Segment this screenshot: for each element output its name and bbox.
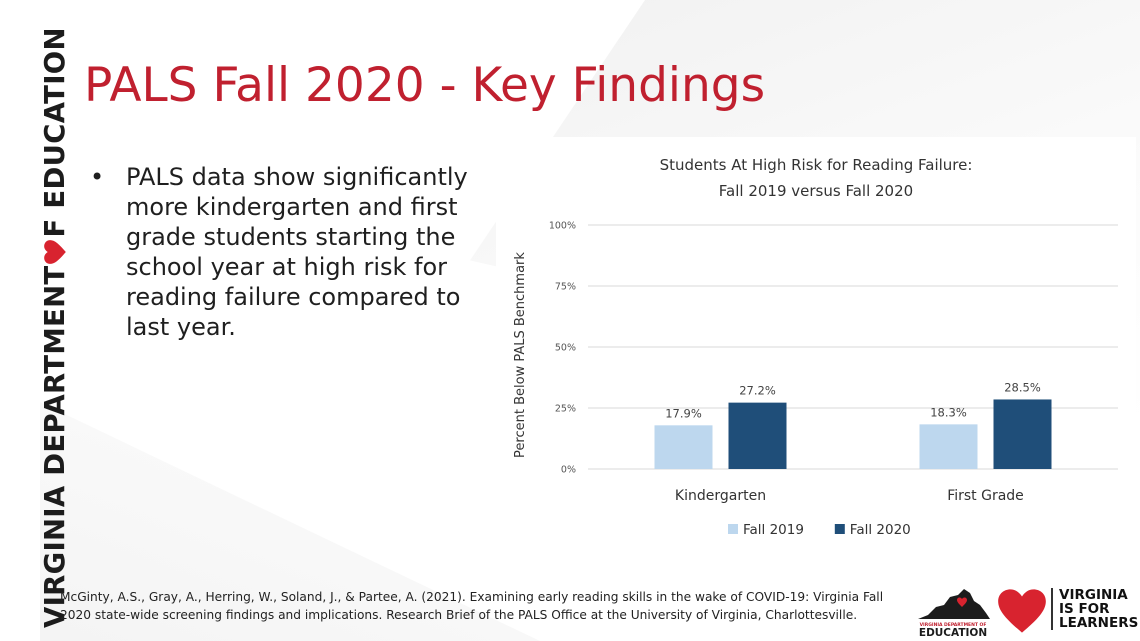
vfl-line: LEARNERS [1059, 615, 1139, 631]
y-tick-label: 0% [561, 465, 576, 476]
y-axis-label: Percent Below PALS Benchmark [513, 252, 528, 458]
chart-panel: Students At High Risk for Reading Failur… [496, 137, 1136, 562]
virginia-map-icon [918, 589, 990, 619]
y-tick-label: 100% [549, 221, 576, 232]
vfl-line: VIRGINIA [1059, 587, 1128, 603]
vdoe-vertical-logo: VIRGINIA DEPARTMENT F EDUCATION [0, 0, 71, 641]
heart-icon [957, 597, 967, 607]
slide-title: PALS Fall 2020 - Key Findings [84, 58, 766, 113]
bar [728, 402, 787, 469]
heart-icon [44, 239, 66, 264]
bar [919, 424, 978, 469]
citation: McGinty, A.S., Gray, A., Herring, W., So… [60, 588, 940, 624]
bar-chart: Students At High Risk for Reading Failur… [513, 156, 1118, 538]
vertical-logo-text: VIRGINIA DEPARTMENT [39, 265, 71, 628]
chart-subtitle: Fall 2019 versus Fall 2020 [719, 182, 913, 200]
bullet-marker: • [90, 163, 105, 191]
vertical-logo-text: F EDUCATION [39, 27, 71, 238]
vdoe-logo-small-text: VIRGINIA DEPARTMENT OF [920, 622, 987, 628]
vdoe-logo-text: EDUCATION [919, 627, 987, 639]
x-tick-label: Kindergarten [675, 488, 766, 504]
y-tick-label: 25% [555, 404, 576, 415]
legend-label: Fall 2019 [743, 522, 804, 538]
legend-label: Fall 2020 [850, 522, 911, 538]
bullet-list: • PALS data show significantly more kind… [86, 162, 486, 342]
x-tick-label: First Grade [947, 488, 1024, 504]
heart-icon [998, 589, 1046, 633]
legend-swatch [834, 524, 845, 534]
y-tick-label: 75% [555, 282, 576, 293]
citation-line: McGinty, A.S., Gray, A., Herring, W., So… [60, 590, 884, 604]
chart-title: Students At High Risk for Reading Failur… [660, 156, 973, 174]
vdoe-logo: VIRGINIA DEPARTMENT OF EDUCATION [918, 589, 990, 639]
data-label: 17.9% [665, 406, 702, 420]
virginia-is-for-learners-logo: VIRGINIA IS FOR LEARNERS [1051, 588, 1138, 630]
data-label: 28.5% [1004, 380, 1041, 394]
vfl-line: IS FOR [1059, 601, 1110, 617]
citation-line: 2020 state-wide screening findings and i… [60, 608, 858, 622]
data-label: 18.3% [930, 405, 967, 419]
bullet-text: PALS data show significantly more kinder… [126, 163, 468, 341]
legend-swatch [728, 524, 738, 534]
y-tick-label: 50% [555, 343, 576, 354]
data-label: 27.2% [739, 384, 776, 398]
bar [993, 399, 1052, 469]
bar [654, 425, 713, 469]
bullet-item: • PALS data show significantly more kind… [86, 162, 486, 342]
